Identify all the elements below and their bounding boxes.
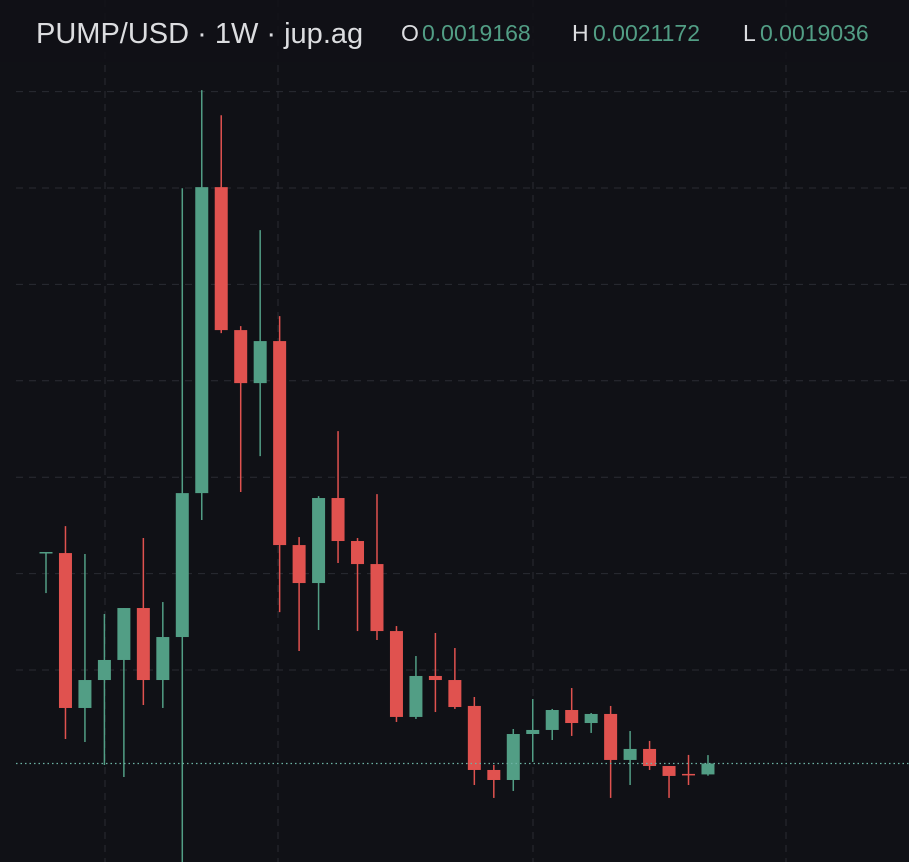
candle-body bbox=[584, 713, 598, 724]
candle-body bbox=[273, 341, 287, 546]
candle-body bbox=[214, 187, 228, 331]
candle-body bbox=[448, 680, 462, 708]
candle-body bbox=[175, 493, 189, 638]
candle-body bbox=[701, 763, 715, 775]
high-label: H bbox=[572, 20, 589, 46]
candle-body bbox=[409, 675, 423, 717]
candle-body bbox=[428, 675, 442, 681]
low-label: L bbox=[743, 20, 756, 46]
candle-body bbox=[643, 748, 657, 767]
candle-body bbox=[331, 498, 345, 542]
candle-body bbox=[467, 705, 481, 770]
candle-body bbox=[234, 330, 248, 384]
candle-body bbox=[351, 541, 365, 565]
candle-body bbox=[292, 545, 306, 584]
candle-body bbox=[117, 608, 131, 660]
candle-body bbox=[623, 748, 637, 760]
candle-body bbox=[195, 187, 209, 494]
candle-body bbox=[506, 734, 520, 780]
candle-body bbox=[39, 552, 53, 554]
candle-body bbox=[156, 637, 170, 681]
candle-body bbox=[604, 713, 618, 760]
candle-body bbox=[565, 710, 579, 724]
candle-body bbox=[136, 608, 150, 681]
low-value: 0.0019036 bbox=[760, 20, 869, 46]
candle-body bbox=[312, 498, 326, 584]
candle-body bbox=[662, 766, 676, 776]
high-value: 0.0021172 bbox=[593, 20, 700, 46]
candle-body bbox=[682, 773, 696, 776]
candle-body bbox=[545, 710, 559, 730]
open-value: 0.0019168 bbox=[422, 20, 531, 46]
candle-body bbox=[389, 631, 403, 717]
open-label: O bbox=[401, 20, 419, 46]
chart-title: PUMP/USD · 1W · jup.ag bbox=[36, 18, 363, 50]
candle-body bbox=[78, 680, 92, 708]
candle-body bbox=[58, 553, 72, 708]
candle-body bbox=[526, 729, 540, 735]
candle-body bbox=[487, 769, 501, 780]
header-bg bbox=[0, 0, 909, 62]
plot bbox=[16, 90, 909, 862]
candle-body bbox=[253, 341, 267, 384]
candle-body bbox=[97, 659, 111, 681]
candle-body bbox=[370, 564, 384, 632]
